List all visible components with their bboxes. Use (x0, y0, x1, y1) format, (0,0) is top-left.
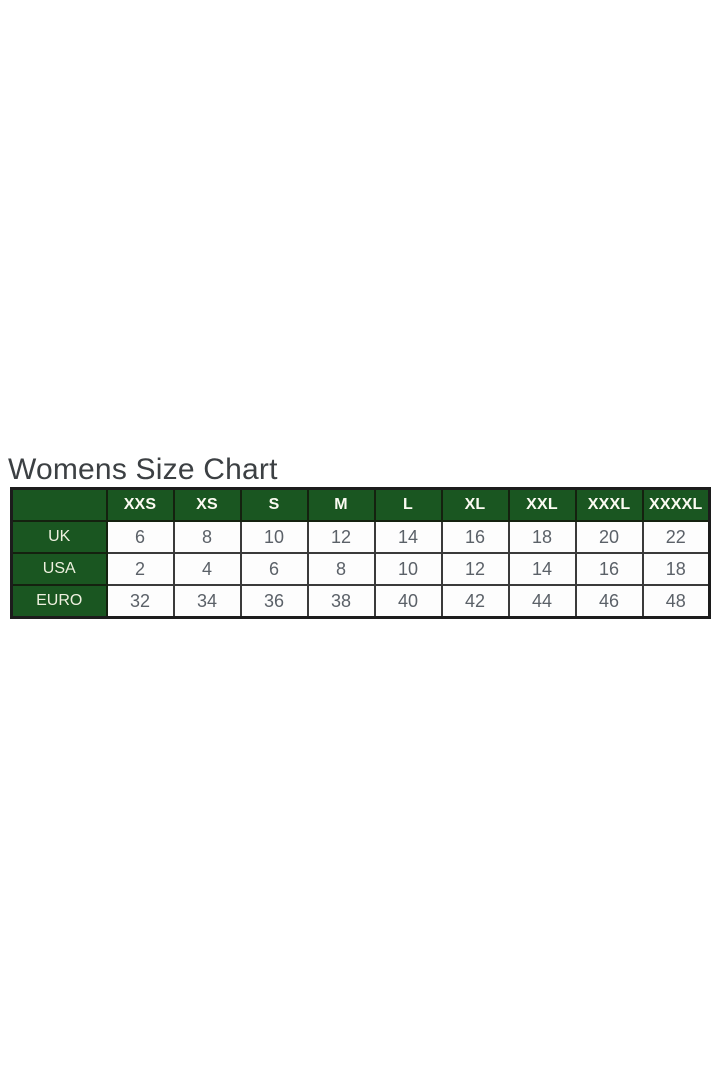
usa-value-xxl: 14 (507, 552, 577, 586)
corner-cell (10, 487, 108, 522)
row-label-euro: EURO (10, 584, 108, 619)
column-header-l: L (373, 487, 443, 522)
column-header-xxs: XXS (105, 487, 175, 522)
euro-value-xs: 34 (172, 584, 242, 619)
row-label-usa: USA (10, 552, 108, 586)
column-header-s: S (239, 487, 309, 522)
usa-value-xxs: 2 (105, 552, 175, 586)
euro-value-xl: 42 (440, 584, 510, 619)
row-label-uk: UK (10, 520, 108, 554)
uk-value-s: 10 (239, 520, 309, 554)
column-header-xxxxl: XXXXL (641, 487, 711, 522)
usa-value-l: 10 (373, 552, 443, 586)
usa-value-xl: 12 (440, 552, 510, 586)
usa-value-s: 6 (239, 552, 309, 586)
usa-value-xs: 4 (172, 552, 242, 586)
euro-value-m: 38 (306, 584, 376, 619)
table-row-uk: UK 6 8 10 12 14 16 18 20 22 (10, 520, 711, 554)
column-header-xs: XS (172, 487, 242, 522)
uk-value-xxl: 18 (507, 520, 577, 554)
uk-value-xxxl: 20 (574, 520, 644, 554)
size-chart-table: XXS XS S M L XL XXL XXXL XXXXL UK 6 8 10… (10, 487, 711, 619)
column-header-m: M (306, 487, 376, 522)
column-header-xxxl: XXXL (574, 487, 644, 522)
euro-value-s: 36 (239, 584, 309, 619)
uk-value-xxxxl: 22 (641, 520, 711, 554)
page-title: Womens Size Chart (8, 453, 278, 487)
uk-value-m: 12 (306, 520, 376, 554)
euro-value-xxxl: 46 (574, 584, 644, 619)
uk-value-xl: 16 (440, 520, 510, 554)
column-header-xl: XL (440, 487, 510, 522)
euro-value-xxxxl: 48 (641, 584, 711, 619)
table-row-euro: EURO 32 34 36 38 40 42 44 46 48 (10, 584, 711, 619)
usa-value-xxxxl: 18 (641, 552, 711, 586)
euro-value-l: 40 (373, 584, 443, 619)
uk-value-xs: 8 (172, 520, 242, 554)
euro-value-xxl: 44 (507, 584, 577, 619)
uk-value-l: 14 (373, 520, 443, 554)
euro-value-xxs: 32 (105, 584, 175, 619)
column-header-xxl: XXL (507, 487, 577, 522)
uk-value-xxs: 6 (105, 520, 175, 554)
usa-value-xxxl: 16 (574, 552, 644, 586)
size-chart-header-row: XXS XS S M L XL XXL XXXL XXXXL (10, 487, 711, 522)
usa-value-m: 8 (306, 552, 376, 586)
table-row-usa: USA 2 4 6 8 10 12 14 16 18 (10, 552, 711, 586)
